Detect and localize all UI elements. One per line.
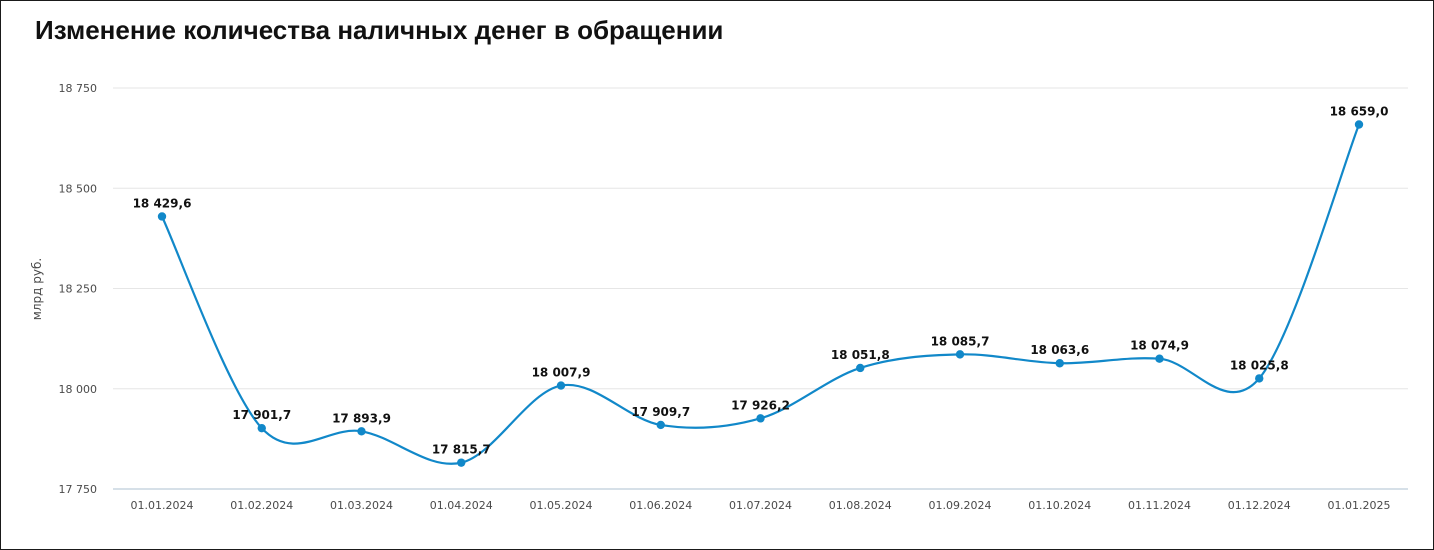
data-label: 18 025,8 (1230, 358, 1289, 372)
x-tick-label: 01.10.2024 (1028, 499, 1091, 512)
data-label: 18 659,0 (1330, 104, 1389, 118)
y-axis-title: млрд руб. (30, 258, 44, 320)
data-point (1354, 120, 1364, 129)
x-tick-label: 01.08.2024 (829, 499, 892, 512)
y-tick-label: 18 250 (59, 283, 98, 296)
data-label: 18 063,6 (1030, 343, 1089, 357)
data-labels: 18 429,6 17 901,7 17 893,9 17 815,7 18 007,9… (133, 104, 1389, 456)
x-tick-label: 01.07.2024 (729, 499, 792, 512)
data-point (1055, 359, 1064, 368)
x-tick-label: 01.09.2024 (929, 499, 992, 512)
data-label: 18 085,7 (931, 334, 990, 348)
y-tick-label: 18 500 (59, 182, 98, 195)
series (157, 120, 1364, 467)
data-point (457, 458, 466, 467)
x-tick-label: 01.05.2024 (530, 499, 593, 512)
data-label: 18 007,9 (532, 366, 591, 380)
data-point (1155, 354, 1164, 363)
x-tick-label: 01.06.2024 (629, 499, 692, 512)
x-tick-label: 01.04.2024 (430, 499, 493, 512)
x-tick-label: 01.11.2024 (1128, 499, 1191, 512)
y-tick-label: 18 000 (59, 383, 98, 396)
x-tick-label: 01.01.2024 (131, 499, 194, 512)
data-label: 17 893,9 (332, 411, 391, 425)
data-point (357, 427, 366, 436)
x-tick-label: 01.01.2025 (1328, 499, 1391, 512)
x-tick-label: 01.03.2024 (330, 499, 393, 512)
data-point (955, 350, 965, 359)
data-label: 18 429,6 (133, 196, 192, 210)
data-point (1255, 374, 1264, 383)
x-tick-label: 01.02.2024 (230, 499, 293, 512)
data-point (556, 381, 566, 390)
y-tick-label: 18 750 (59, 82, 98, 95)
data-point (157, 212, 167, 221)
data-label: 17 815,7 (432, 443, 491, 457)
data-label: 18 051,8 (831, 348, 890, 362)
chart-title: Изменение количества наличных денег в об… (35, 15, 724, 45)
y-tick-label: 17 750 (59, 483, 98, 496)
data-label: 18 074,9 (1130, 339, 1189, 353)
data-point (257, 423, 266, 433)
x-tick-label: 01.12.2024 (1228, 499, 1291, 512)
data-label: 17 901,7 (232, 408, 291, 422)
data-point (756, 414, 765, 423)
data-label: 17 926,2 (731, 398, 790, 412)
gridlines (113, 87, 1408, 390)
axes: 17 750 18 000 18 250 18 500 18 750 01.01.2024… (30, 82, 1408, 512)
data-point (656, 420, 665, 430)
data-point (856, 363, 865, 373)
data-label: 17 909,7 (631, 405, 690, 419)
